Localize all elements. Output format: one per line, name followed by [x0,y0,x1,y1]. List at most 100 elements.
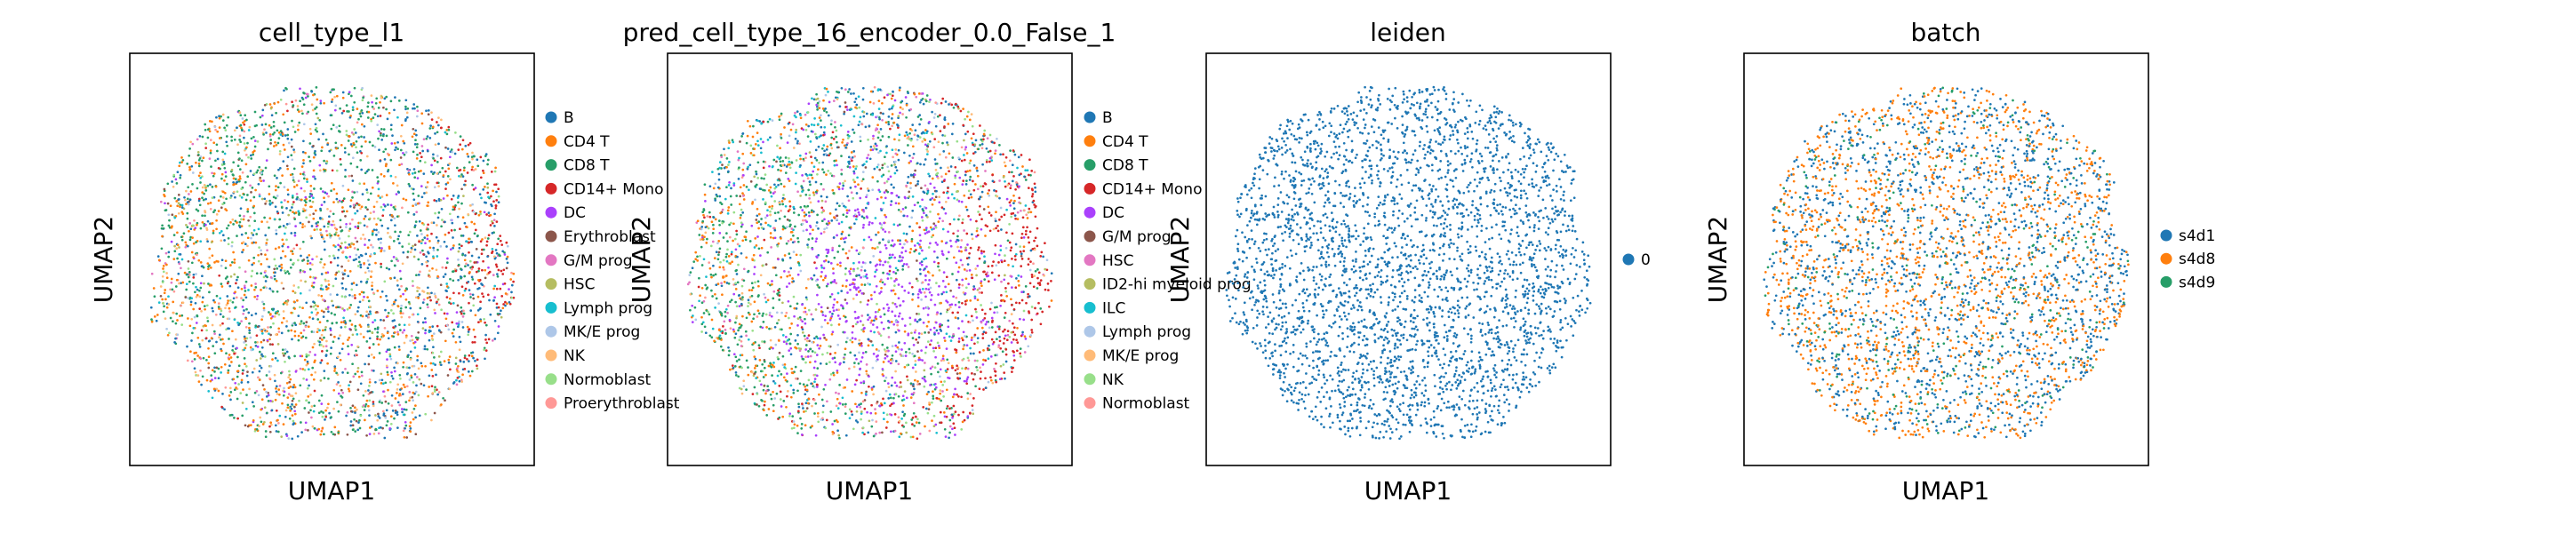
scatter-point [1010,212,1013,215]
scatter-point [281,402,284,405]
scatter-point [290,407,293,410]
scatter-point [479,211,482,213]
scatter-point [764,373,767,377]
scatter-point [856,266,860,270]
scatter-point [818,99,821,103]
scatter-point [407,169,411,172]
scatter-point [351,196,354,199]
scatter-point [286,403,290,407]
scatter-point [934,169,938,171]
scatter-point [982,138,985,141]
scatter-point [887,309,890,312]
scatter-point [199,261,203,264]
scatter-point [788,274,791,277]
scatter-point [308,267,312,271]
scatter-point [894,393,898,395]
scatter-point [372,401,375,403]
scatter-point [845,378,849,381]
scatter-point [999,304,1002,307]
legend-marker [545,135,557,147]
scatter-point [352,375,356,378]
scatter-point [335,197,339,201]
scatter-point [327,279,330,282]
scatter-point [947,123,950,125]
scatter-point [447,328,451,331]
scatter-point [359,263,363,266]
scatter-point [244,290,247,292]
scatter-point [892,322,896,326]
scatter-point [291,437,294,441]
scatter-point [459,143,462,147]
scatter-point [998,325,1001,329]
scatter-point [304,325,308,329]
scatter-point [372,356,376,359]
scatter-point [213,377,217,379]
scatter-point [347,345,349,348]
scatter-point [234,290,236,294]
scatter-point [421,301,425,304]
scatter-point [323,225,326,228]
scatter-point [1005,338,1009,342]
scatter-point [275,390,278,394]
scatter-point [492,299,495,302]
scatter-point [192,273,196,276]
scatter-point [366,330,370,333]
scatter-point [718,266,722,269]
scatter-point [460,147,464,151]
scatter-point [184,198,187,202]
scatter-point [869,148,873,152]
scatter-point [463,221,467,225]
scatter-point [907,266,910,268]
scatter-point [892,402,895,405]
scatter-point [308,195,311,198]
scatter-point [412,127,415,131]
scatter-point [374,414,377,417]
scatter-point [179,173,182,177]
scatter-point [1016,166,1019,170]
scatter-point [314,359,316,362]
scatter-point [337,243,340,247]
scatter-point [244,243,247,246]
scatter-point [977,211,980,213]
scatter-point [903,134,907,138]
scatter-point [909,187,912,190]
scatter-point [914,169,916,172]
scatter-point [915,421,918,424]
scatter-point [162,302,165,305]
scatter-point [924,379,927,383]
scatter-point [252,405,255,408]
scatter-point [321,146,324,149]
scatter-point [839,237,843,241]
scatter-point [228,386,232,390]
scatter-point [431,172,435,176]
scatter-point [850,140,853,143]
scatter-point [396,362,399,365]
scatter-point [411,395,414,399]
scatter-point [239,114,243,117]
scatter-point [481,292,484,295]
scatter-point [849,272,852,275]
scatter-point [956,372,959,375]
scatter-point [348,115,352,119]
scatter-point [416,320,420,323]
scatter-point [923,291,926,294]
scatter-point [367,299,371,303]
scatter-point [350,343,354,346]
scatter-point [197,162,201,165]
scatter-point [823,149,826,153]
scatter-point [267,147,269,151]
scatter-point [811,177,814,179]
scatter-point [195,208,198,211]
scatter-point [394,325,397,328]
scatter-point [348,243,351,246]
scatter-point [339,334,341,337]
scatter-point [380,318,382,322]
scatter-point [264,430,268,433]
scatter-point [1027,187,1030,189]
scatter-point [976,359,979,362]
scatter-point [804,152,808,155]
scatter-point [360,151,364,155]
scatter-point [493,319,497,322]
scatter-point [289,266,292,269]
scatter-point [433,292,436,296]
